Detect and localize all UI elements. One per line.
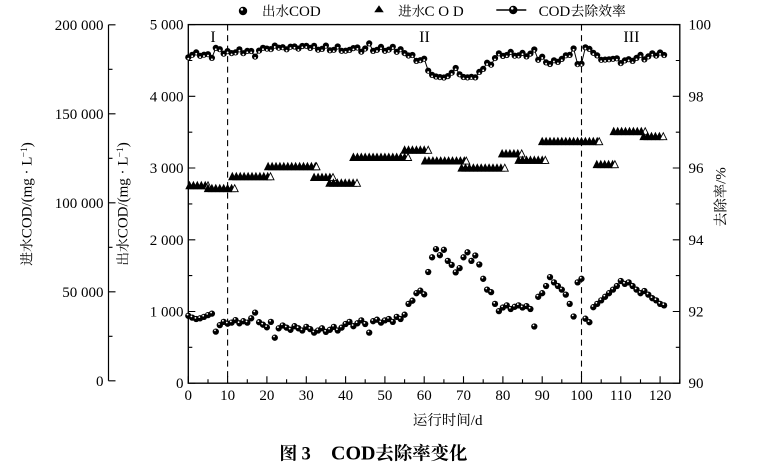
svg-text:): ) [20,142,36,147]
svg-text:/d: /d [471,413,483,429]
svg-text:III: III [623,29,639,46]
svg-text:0: 0 [185,388,193,404]
svg-text:3 000: 3 000 [150,161,184,177]
svg-text:60: 60 [417,388,432,404]
svg-text:100 000: 100 000 [55,196,104,212]
svg-text:50 000: 50 000 [62,285,103,301]
svg-text:2 000: 2 000 [150,233,184,249]
svg-text:90: 90 [689,376,704,392]
svg-text:120: 120 [649,388,672,404]
svg-text:3: 3 [302,445,311,465]
svg-text:110: 110 [610,388,632,404]
svg-text:150 000: 150 000 [55,107,104,123]
svg-text:C O D: C O D [425,4,464,20]
svg-text:94: 94 [689,233,705,249]
svg-text:92: 92 [689,305,704,321]
svg-text:40: 40 [338,388,353,404]
svg-text:COD: COD [331,443,375,465]
svg-text:10: 10 [220,388,235,404]
svg-text:−1: −1 [116,147,126,157]
svg-text:I: I [210,29,215,46]
svg-text:−1: −1 [20,147,30,157]
svg-text:96: 96 [689,161,705,177]
svg-text:COD: COD [289,4,321,20]
svg-text:70: 70 [456,388,471,404]
svg-text:20: 20 [259,388,274,404]
svg-text:0: 0 [176,376,184,392]
svg-text:90: 90 [535,388,550,404]
svg-text:98: 98 [689,89,704,105]
svg-text:1 000: 1 000 [150,305,184,321]
svg-text:50: 50 [377,388,392,404]
svg-text:100: 100 [689,18,712,34]
svg-text:100: 100 [570,388,593,404]
svg-text:4 000: 4 000 [150,89,184,105]
svg-text:0: 0 [96,374,104,390]
svg-text:): ) [116,142,132,147]
svg-text:/%: /% [714,167,730,184]
svg-text:COD: COD [539,4,571,20]
svg-text:200 000: 200 000 [55,18,104,34]
svg-text:II: II [419,29,430,46]
svg-text:5 000: 5 000 [150,18,184,34]
svg-text:80: 80 [495,388,510,404]
svg-text:COD/(mg · L: COD/(mg · L [20,157,36,239]
svg-text:30: 30 [299,388,314,404]
svg-text:COD/(mg · L: COD/(mg · L [116,157,132,239]
